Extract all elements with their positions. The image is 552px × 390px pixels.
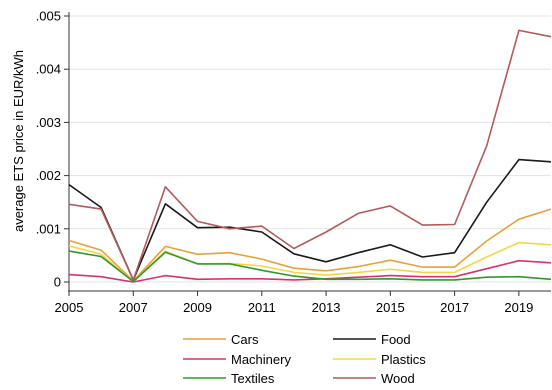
x-tick-label: 2015 — [376, 300, 405, 315]
legend-item-food: Food — [333, 332, 411, 347]
legend-label: Cars — [231, 332, 259, 347]
y-tick-label: .002 — [36, 168, 61, 183]
legend-item-wood: Wood — [333, 371, 415, 386]
y-tick-label: .001 — [36, 221, 61, 236]
x-axis-ticks: 2005 2007 2009 2011 2013 2015 2017 2019 — [55, 291, 533, 315]
legend-item-cars: Cars — [183, 332, 259, 347]
series-line-machinery — [68, 259, 552, 283]
x-tick-label: 2005 — [55, 300, 84, 315]
legend-label: Machinery — [231, 352, 291, 367]
legend-label: Food — [381, 332, 411, 347]
series-line-cars — [68, 208, 552, 282]
legend-label: Wood — [381, 371, 415, 386]
legend-item-machinery: Machinery — [183, 352, 291, 367]
legend-item-plastics: Plastics — [333, 352, 426, 367]
x-tick-label: 2017 — [440, 300, 469, 315]
x-tick-label: 2007 — [119, 300, 148, 315]
x-tick-label: 2009 — [183, 300, 212, 315]
gridlines — [69, 15, 551, 283]
axes — [68, 12, 551, 292]
series-line-food — [68, 158, 552, 281]
series-line-wood — [68, 29, 552, 281]
series-line-textiles — [68, 250, 552, 283]
y-tick-label: .004 — [36, 62, 61, 77]
x-tick-label: 2013 — [312, 300, 341, 315]
legend: Cars Food Machinery Plastics Textiles Wood — [183, 332, 426, 386]
y-tick-label: .005 — [36, 9, 61, 24]
x-tick-label: 2019 — [504, 300, 533, 315]
y-tick-label: .003 — [36, 115, 61, 130]
y-tick-label: 0 — [54, 275, 61, 290]
x-tick-label: 2011 — [248, 300, 276, 315]
series-lines — [68, 29, 552, 283]
legend-label: Textiles — [231, 371, 275, 386]
y-axis-ticks: 0 .001 .002 .003 .004 .005 — [36, 9, 69, 290]
y-axis-label: average ETS price in EUR/kWh — [11, 50, 26, 232]
legend-label: Plastics — [381, 352, 426, 367]
legend-item-textiles: Textiles — [183, 371, 275, 386]
